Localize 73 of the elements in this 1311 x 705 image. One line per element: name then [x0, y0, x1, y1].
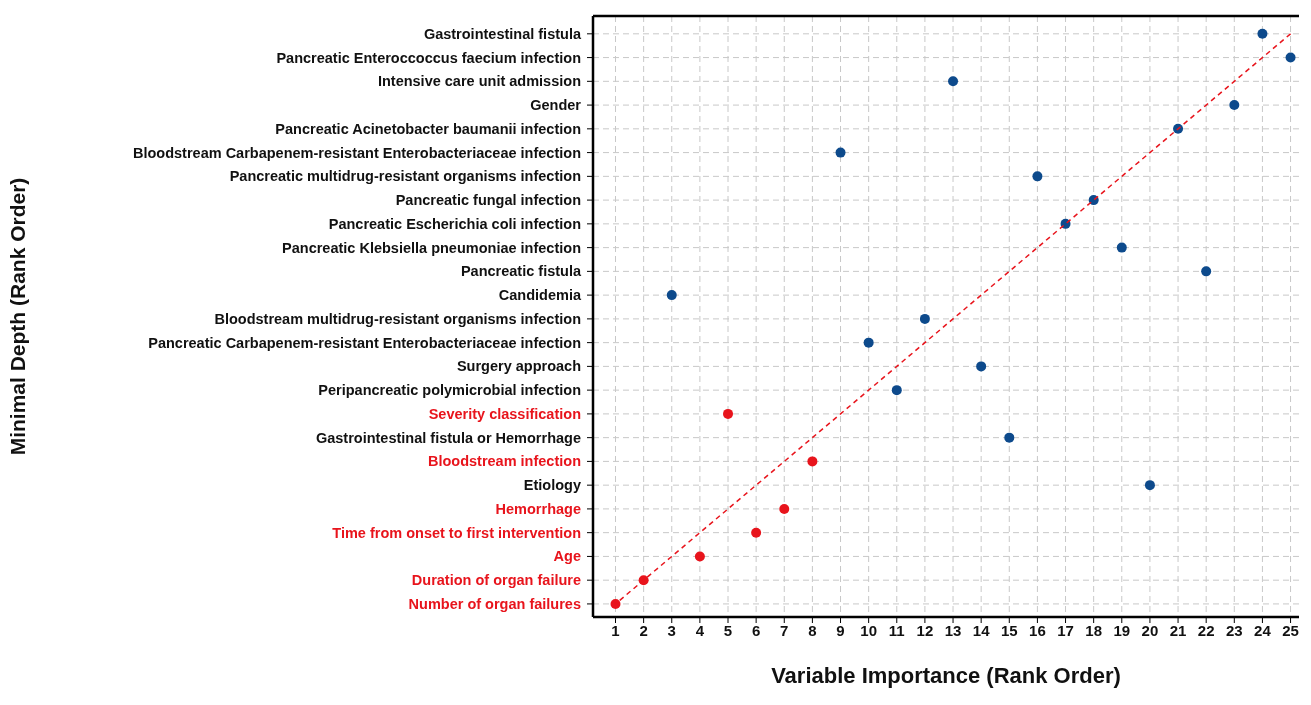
x-tick-label: 20 [1141, 621, 1159, 639]
x-tick-label: 14 [972, 621, 991, 639]
point [694, 551, 705, 562]
x-tick-label: 5 [723, 621, 733, 639]
y-tick-label: Bloodstream multidrug-resistant organisms infection [214, 310, 581, 327]
y-tick-label: Time from onset to first intervention [332, 524, 581, 541]
point [835, 147, 846, 158]
y-tick-label: Number of organ failures [408, 595, 581, 612]
y-tick-label: Peripancreatic polymicrobial infection [318, 382, 581, 399]
y-tick-label: Candidemia [498, 287, 582, 304]
x-tick-label: 25 [1282, 621, 1299, 639]
x-tick-label: 24 [1254, 621, 1272, 639]
x-tick-label: 2 [639, 621, 648, 639]
point [723, 408, 734, 419]
y-tick-label: Gastrointestinal fistula or Hemorrhage [315, 429, 581, 446]
y-tick-label: Pancreatic fungal infection [395, 192, 581, 209]
x-tick-label: 21 [1169, 621, 1187, 639]
y-tick-label: Pancreatic multidrug-resistant organisms infection [229, 168, 581, 185]
point [666, 290, 677, 301]
x-tick-label: 10 [860, 621, 877, 639]
y-tick-label: Bloodstream infection [427, 453, 581, 470]
x-tick-label: 19 [1113, 621, 1131, 639]
y-tick-label: Age [553, 548, 581, 565]
point [807, 456, 818, 467]
y-tick-label: Pancreatic Escherichia coli infection [328, 215, 581, 232]
y-tick-label: Pancreatic Acinetobacter baumanii infection [275, 120, 581, 137]
point [1004, 432, 1015, 443]
y-tick-label: Pancreatic Klebsiella pneumoniae infection [282, 239, 581, 256]
point [1285, 52, 1296, 63]
point [976, 361, 987, 372]
point [1257, 28, 1268, 39]
y-tick-label: Hemorrhage [495, 500, 581, 517]
point [1116, 242, 1127, 253]
x-tick-label: 3 [667, 621, 676, 639]
y-tick-label: Severity classification [428, 405, 581, 422]
point [1144, 480, 1155, 491]
point [919, 313, 930, 324]
x-tick-label: 22 [1197, 621, 1215, 639]
point [1229, 100, 1240, 111]
y-axis-title: Minimal Depth (Rank Order) [6, 177, 30, 456]
x-tick-label: 15 [1000, 621, 1018, 639]
y-tick-label: Bloodstream Carbapenem-resistant Enterobacteriaceae infection [132, 144, 581, 161]
x-tick-label: 1 [611, 621, 620, 639]
y-tick-label: Pancreatic Carbapenem-resistant Enterobacteriaceae infection [148, 334, 581, 351]
x-tick-label: 7 [780, 621, 789, 639]
x-axis-title: Variable Importance (Rank Order) [771, 663, 1121, 688]
y-tick-label: Duration of organ failure [411, 572, 581, 589]
x-tick-label: 4 [695, 621, 705, 639]
y-tick-label: Surgery approach [456, 358, 581, 375]
x-tick-label: 11 [888, 621, 905, 639]
x-tick-label: 8 [808, 621, 817, 639]
point [863, 337, 874, 348]
point [891, 385, 902, 396]
point [751, 527, 762, 538]
x-tick-label: 6 [751, 621, 761, 639]
y-tick-label: Gastrointestinal fistula [423, 25, 582, 42]
point [779, 503, 790, 514]
point [948, 76, 959, 87]
y-tick-label: Pancreatic Enteroccoccus faecium infection [276, 49, 581, 66]
x-tick-label: 17 [1057, 621, 1074, 639]
y-tick-label: Intensive care unit admission [377, 73, 581, 90]
x-tick-label: 18 [1085, 621, 1103, 639]
y-tick-label: Gender [530, 97, 582, 114]
x-tick-label: 9 [836, 621, 845, 639]
point [1201, 266, 1212, 277]
x-tick-label: 12 [916, 621, 934, 639]
x-tick-label: 23 [1225, 621, 1243, 639]
y-tick-label: Etiology [523, 477, 581, 494]
x-tick-label: 16 [1029, 621, 1046, 639]
point [610, 598, 621, 609]
point [1032, 171, 1043, 182]
y-tick-label: Pancreatic fistula [460, 263, 582, 280]
x-tick-label: 13 [944, 621, 962, 639]
